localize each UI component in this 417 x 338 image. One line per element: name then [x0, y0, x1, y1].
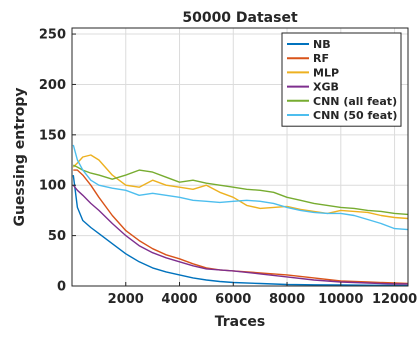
legend-label: CNN (all feat) — [313, 95, 397, 108]
x-axis-label: Traces — [215, 314, 266, 330]
x-tick-label: 4000 — [161, 292, 197, 307]
legend-box — [281, 32, 402, 127]
x-tick-label: 6000 — [215, 292, 251, 307]
plot-frame — [71, 27, 409, 287]
series-line-nb — [72, 175, 409, 287]
y-tick-label: 250 — [39, 28, 66, 43]
x-tick-label: 10000 — [318, 292, 363, 307]
y-tick-label: 150 — [39, 128, 66, 143]
y-tick-label: 50 — [48, 229, 66, 244]
series-line-cnn-all-feat — [72, 164, 409, 216]
y-axis-label: Guessing entropy — [12, 87, 28, 226]
legend-label: CNN (50 feat) — [313, 109, 397, 122]
series-line-cnn-50-feat — [72, 144, 409, 231]
legend-label: MLP — [313, 66, 339, 79]
series-line-rf — [73, 169, 409, 285]
legend-label: XGB — [313, 81, 339, 94]
legend-label: NB — [313, 38, 331, 51]
x-tick-label: 8000 — [269, 292, 305, 307]
series-group — [72, 144, 409, 287]
series-line-xgb — [72, 184, 408, 285]
y-tick-label: 100 — [39, 179, 66, 194]
series-line-mlp — [72, 154, 409, 220]
x-tick-label: 2000 — [108, 292, 144, 307]
y-tick-label: 200 — [39, 78, 66, 93]
chart-title: 50000 Dataset — [182, 10, 298, 26]
legend-label: RF — [313, 52, 329, 65]
x-tick-label: 12000 — [372, 292, 417, 307]
y-tick-label: 0 — [57, 280, 66, 295]
ticks: 2000 4000 6000 8000 10000 12000 0 50 100 150 200 25… — [39, 28, 417, 307]
